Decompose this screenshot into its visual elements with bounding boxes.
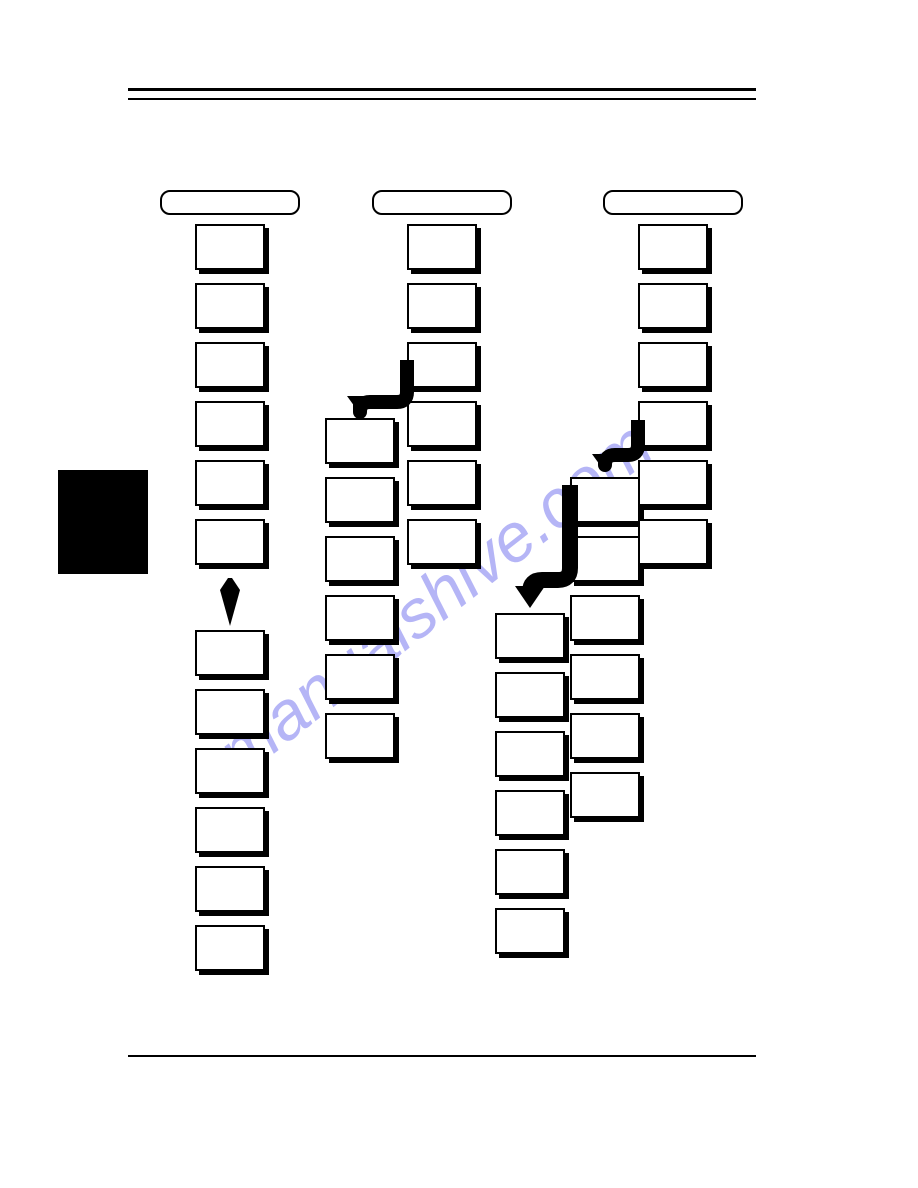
arrow-col3-hook bbox=[0, 0, 918, 1188]
page: manualshive.com bbox=[0, 0, 918, 1188]
